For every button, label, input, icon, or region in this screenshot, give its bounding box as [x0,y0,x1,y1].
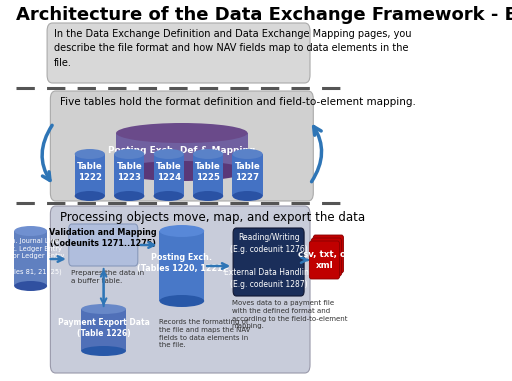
Ellipse shape [154,191,184,201]
Text: Payment Export Data
(Table 1226): Payment Export Data (Table 1226) [58,318,150,338]
Ellipse shape [81,346,126,356]
Text: Gen. Journal Line
Cust. Ledger Entry
Vendor Ledger Entry

(Tables 81, 21, 25): Gen. Journal Line Cust. Ledger Entry Ven… [0,238,65,275]
Ellipse shape [159,225,204,237]
Ellipse shape [75,191,105,201]
FancyBboxPatch shape [75,154,105,196]
Ellipse shape [114,149,144,159]
FancyBboxPatch shape [311,238,342,276]
Ellipse shape [75,149,105,159]
Text: In the Data Exchange Definition and Data Exchange Mapping pages, you
describe th: In the Data Exchange Definition and Data… [54,29,411,68]
Text: Moves data to a payment file
with the defined format and
according to the field-: Moves data to a payment file with the de… [232,300,347,329]
FancyBboxPatch shape [233,228,304,296]
Text: Records the formatting of
the file and maps the NAV
fields to data elements in
t: Records the formatting of the file and m… [159,319,251,348]
Text: Table
1225: Table 1225 [195,162,221,182]
Ellipse shape [116,161,248,181]
Ellipse shape [232,191,263,201]
Text: csv, txt, or
xml: csv, txt, or xml [298,250,351,271]
FancyBboxPatch shape [69,224,138,266]
Ellipse shape [193,191,223,201]
FancyBboxPatch shape [313,235,344,273]
Text: Table
1224: Table 1224 [156,162,182,182]
FancyBboxPatch shape [50,206,310,373]
FancyBboxPatch shape [159,231,204,301]
Ellipse shape [81,304,126,314]
Ellipse shape [116,123,248,143]
Text: Table
1223: Table 1223 [116,162,142,182]
FancyBboxPatch shape [309,241,339,279]
Ellipse shape [154,149,184,159]
FancyBboxPatch shape [81,309,126,351]
Ellipse shape [159,295,204,307]
Text: Posting Exch. Def & Mapping: Posting Exch. Def & Mapping [108,146,255,155]
Text: Reading/Writing
(E.g. codeunit 1276)

External Data Handling
(E.g. codeunit 1287: Reading/Writing (E.g. codeunit 1276) Ext… [224,233,313,289]
Ellipse shape [14,226,47,236]
Text: Processing objects move, map, and export the data: Processing objects move, map, and export… [59,211,365,224]
Text: Table
1227: Table 1227 [234,162,261,182]
Text: Prepares the data in
a buffer table.: Prepares the data in a buffer table. [71,270,144,284]
Ellipse shape [232,149,263,159]
FancyBboxPatch shape [154,154,184,196]
Text: Table
1222: Table 1222 [77,162,103,182]
FancyBboxPatch shape [50,91,313,201]
FancyBboxPatch shape [116,133,248,171]
FancyBboxPatch shape [14,231,47,286]
Ellipse shape [193,149,223,159]
Text: Five tables hold the format definition and field-to-element mapping.: Five tables hold the format definition a… [59,97,415,107]
FancyBboxPatch shape [232,154,263,196]
FancyBboxPatch shape [47,23,310,83]
Ellipse shape [14,281,47,291]
Text: Validation and Mapping
(Codeunits 1271..1275): Validation and Mapping (Codeunits 1271..… [50,228,157,248]
FancyBboxPatch shape [114,154,144,196]
Ellipse shape [114,191,144,201]
Text: Architecture of the Data Exchange Framework - Export: Architecture of the Data Exchange Framew… [16,6,512,24]
Text: Posting Exch.
(Tables 1220, 1221): Posting Exch. (Tables 1220, 1221) [137,253,226,273]
FancyBboxPatch shape [193,154,223,196]
